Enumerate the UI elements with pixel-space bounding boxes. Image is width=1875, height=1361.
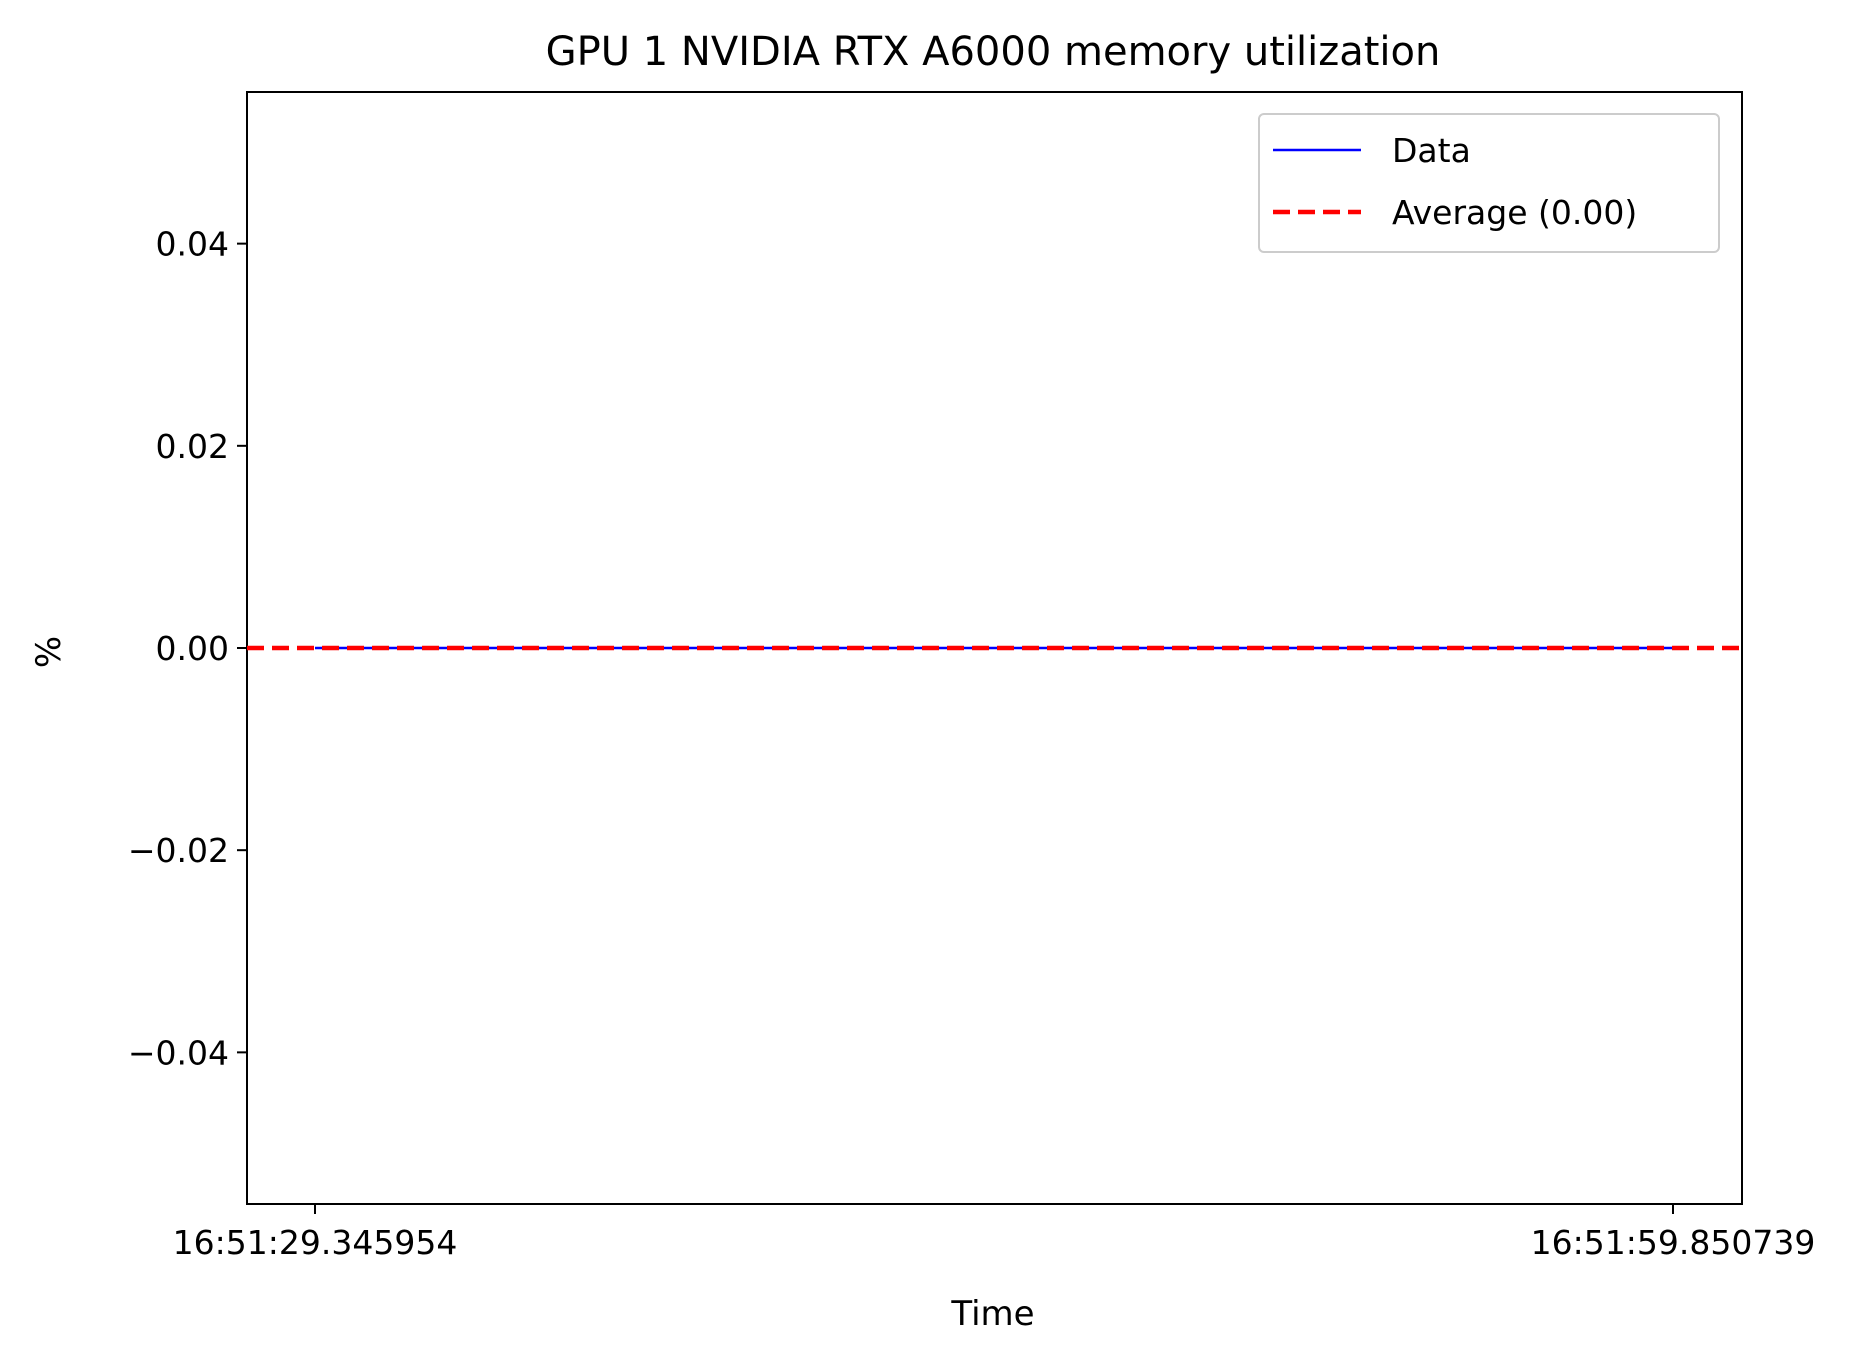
legend: Data Average (0.00) [1258, 113, 1720, 253]
y-tick-label: 0.04 [156, 225, 229, 264]
x-axis-label: Time [950, 1294, 1034, 1334]
legend-label-data: Data [1392, 131, 1471, 170]
chart-title: GPU 1 NVIDIA RTX A6000 memory utilizatio… [546, 29, 1441, 75]
y-tick-label: 0.02 [156, 427, 229, 466]
y-tick-label: 0.00 [156, 629, 229, 668]
y-tick-label: −0.04 [128, 1033, 229, 1072]
legend-box [1258, 113, 1720, 253]
y-axis-label: % [29, 636, 69, 668]
x-tick-label: 16:51:29.345954 [173, 1223, 458, 1262]
y-axis: −0.04 −0.02 0.00 0.02 0.04 [128, 225, 247, 1072]
x-tick-label: 16:51:59.850739 [1531, 1223, 1816, 1262]
y-tick-label: −0.02 [128, 831, 229, 870]
legend-label-average: Average (0.00) [1392, 193, 1637, 232]
x-axis: 16:51:29.345954 16:51:59.850739 [173, 1204, 1816, 1262]
